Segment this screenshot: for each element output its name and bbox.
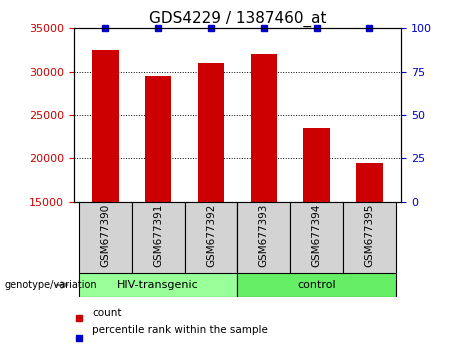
Bar xyxy=(132,202,184,273)
Bar xyxy=(198,63,224,202)
Bar xyxy=(79,273,237,297)
Text: GSM677393: GSM677393 xyxy=(259,204,269,267)
Bar xyxy=(356,163,383,202)
Text: HIV-transgenic: HIV-transgenic xyxy=(118,280,199,290)
Text: GSM677391: GSM677391 xyxy=(153,204,163,267)
Bar xyxy=(79,202,132,273)
Bar xyxy=(303,128,330,202)
Bar xyxy=(184,202,237,273)
Text: GSM677392: GSM677392 xyxy=(206,204,216,267)
Text: genotype/variation: genotype/variation xyxy=(5,280,97,290)
Text: percentile rank within the sample: percentile rank within the sample xyxy=(92,325,268,335)
Text: control: control xyxy=(297,280,336,290)
Bar xyxy=(145,76,171,202)
Bar xyxy=(237,202,290,273)
Text: count: count xyxy=(92,308,122,318)
Text: GSM677390: GSM677390 xyxy=(100,204,111,267)
Bar xyxy=(237,273,396,297)
Bar xyxy=(92,50,118,202)
Text: GSM677394: GSM677394 xyxy=(312,204,322,267)
Bar xyxy=(343,202,396,273)
Title: GDS4229 / 1387460_at: GDS4229 / 1387460_at xyxy=(148,11,326,27)
Bar xyxy=(251,54,277,202)
Bar xyxy=(290,202,343,273)
Text: GSM677395: GSM677395 xyxy=(364,204,374,267)
